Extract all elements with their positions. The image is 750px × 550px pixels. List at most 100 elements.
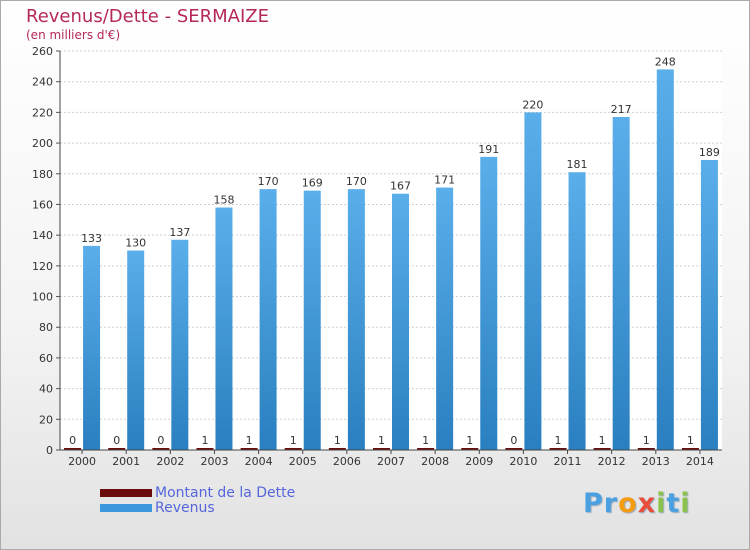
- bar-dette: [240, 448, 258, 450]
- data-label-revenus: 169: [302, 177, 323, 190]
- chart-title: Revenus/Dette - SERMAIZE: [26, 6, 269, 27]
- y-tick-label: 140: [32, 229, 53, 242]
- plot-area: [60, 51, 722, 450]
- chart-subtitle: (en milliers d'€): [26, 28, 121, 42]
- bar-revenus: [347, 189, 365, 450]
- bar-revenus: [700, 159, 718, 450]
- bar-revenus: [392, 193, 409, 450]
- bar-revenus: [656, 69, 674, 451]
- data-label-revenus: 248: [655, 55, 676, 68]
- data-label-revenus: 130: [125, 237, 146, 250]
- data-label-revenus: 189: [699, 146, 720, 159]
- data-label-dette: 1: [555, 434, 562, 447]
- logo-letter: t: [666, 488, 681, 519]
- bar-dette: [461, 448, 479, 450]
- x-tick-label: 2011: [554, 455, 582, 468]
- y-tick-label: 100: [32, 291, 53, 304]
- y-tick-label: 200: [32, 137, 53, 150]
- bar-dette: [637, 448, 655, 450]
- y-tick-label: 60: [39, 352, 53, 365]
- x-tick-label: 2010: [509, 455, 537, 468]
- data-label-revenus: 191: [478, 143, 499, 156]
- bar-revenus: [215, 207, 233, 450]
- x-tick-label: 2007: [377, 455, 405, 468]
- x-tick-label: 2014: [686, 455, 714, 468]
- x-tick-label: 2005: [289, 455, 317, 468]
- data-label-revenus: 167: [390, 180, 411, 193]
- bar-revenus: [171, 239, 189, 450]
- bar-revenus: [568, 172, 586, 450]
- x-tick-label: 2012: [598, 455, 626, 468]
- y-tick-label: 220: [32, 106, 53, 119]
- bar-dette: [373, 448, 390, 450]
- data-label-revenus: 170: [258, 175, 279, 188]
- logo-letter: i: [680, 488, 691, 519]
- data-label-revenus: 158: [213, 194, 234, 207]
- bar-dette: [549, 448, 567, 450]
- x-tick-label: 2008: [421, 455, 449, 468]
- x-tick-label: 2000: [68, 455, 96, 468]
- bar-revenus: [436, 187, 454, 451]
- x-tick-label: 2001: [112, 455, 140, 468]
- proxiti-logo: Proxiti: [583, 488, 691, 519]
- logo-letter: o: [618, 488, 638, 519]
- bar-revenus: [524, 112, 542, 450]
- y-tick-label: 40: [39, 383, 53, 396]
- legend-label-dette: Montant de la Dette: [155, 485, 296, 501]
- data-label-dette: 1: [246, 434, 253, 447]
- data-label-revenus: 217: [611, 103, 632, 116]
- x-tick-label: 2009: [465, 455, 493, 468]
- bar-dette: [593, 448, 611, 450]
- x-tick-label: 2002: [156, 455, 184, 468]
- bar-dette: [64, 448, 82, 450]
- bar-revenus: [480, 156, 498, 450]
- bar-dette: [505, 448, 523, 450]
- logo-letter: x: [637, 488, 657, 519]
- data-label-revenus: 133: [81, 232, 102, 245]
- y-tick-label: 260: [32, 45, 53, 58]
- x-tick-label: 2004: [245, 455, 273, 468]
- data-label-dette: 0: [113, 434, 120, 447]
- bar-dette: [681, 448, 699, 450]
- logo-letter: P: [583, 488, 604, 519]
- bar-revenus: [303, 190, 321, 450]
- data-label-dette: 1: [378, 434, 385, 447]
- data-label-revenus: 137: [169, 226, 190, 239]
- bar-revenus: [612, 116, 630, 450]
- y-tick-label: 160: [32, 198, 53, 211]
- data-label-dette: 1: [466, 434, 473, 447]
- y-tick-label: 80: [39, 321, 53, 334]
- data-label-revenus: 181: [567, 158, 588, 171]
- data-label-revenus: 220: [522, 98, 543, 111]
- y-tick-label: 120: [32, 260, 53, 273]
- x-tick-label: 2013: [642, 455, 670, 468]
- bar-dette: [328, 448, 346, 450]
- bar-dette: [284, 448, 302, 450]
- bar-dette: [152, 448, 170, 450]
- y-tick-label: 240: [32, 76, 53, 89]
- data-label-dette: 1: [290, 434, 297, 447]
- legend-label-revenus: Revenus: [155, 500, 215, 516]
- y-tick-label: 0: [46, 444, 53, 457]
- legend-swatch-dette: [100, 489, 152, 497]
- data-label-dette: 1: [687, 434, 694, 447]
- data-label-dette: 0: [69, 434, 76, 447]
- data-label-dette: 1: [599, 434, 606, 447]
- bar-revenus: [83, 245, 101, 450]
- logo-letter: i: [656, 488, 667, 519]
- data-label-dette: 1: [201, 434, 208, 447]
- data-label-dette: 0: [157, 434, 164, 447]
- data-label-revenus: 171: [434, 174, 455, 187]
- data-label-dette: 1: [334, 434, 341, 447]
- data-label-dette: 1: [422, 434, 429, 447]
- data-label-dette: 0: [510, 434, 517, 447]
- bar-dette: [196, 448, 214, 450]
- bar-revenus: [259, 189, 277, 450]
- legend-swatch-revenus: [100, 504, 152, 512]
- bar-dette: [417, 448, 435, 450]
- bar-revenus: [127, 250, 145, 450]
- logo-letter: r: [603, 488, 619, 519]
- y-tick-label: 180: [32, 168, 53, 181]
- data-label-dette: 1: [643, 434, 650, 447]
